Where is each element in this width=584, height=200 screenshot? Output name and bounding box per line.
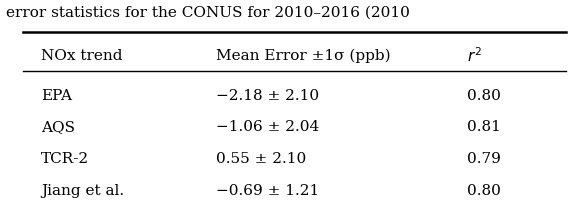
Text: NOx trend: NOx trend bbox=[41, 49, 123, 63]
Text: 0.81: 0.81 bbox=[467, 120, 501, 134]
Text: Mean Error ±1σ (ppb): Mean Error ±1σ (ppb) bbox=[216, 49, 391, 63]
Text: 0.79: 0.79 bbox=[467, 152, 501, 166]
Text: 0.80: 0.80 bbox=[467, 184, 501, 198]
Text: Jiang et al.: Jiang et al. bbox=[41, 184, 124, 198]
Text: error statistics for the CONUS for 2010–2016 (2010: error statistics for the CONUS for 2010–… bbox=[6, 6, 410, 20]
Text: 0.80: 0.80 bbox=[467, 89, 501, 103]
Text: EPA: EPA bbox=[41, 89, 72, 103]
Text: AQS: AQS bbox=[41, 120, 75, 134]
Text: TCR-2: TCR-2 bbox=[41, 152, 89, 166]
Text: −2.18 ± 2.10: −2.18 ± 2.10 bbox=[216, 89, 319, 103]
Text: −1.06 ± 2.04: −1.06 ± 2.04 bbox=[216, 120, 319, 134]
Text: 0.55 ± 2.10: 0.55 ± 2.10 bbox=[216, 152, 307, 166]
Text: $r^{2}$: $r^{2}$ bbox=[467, 46, 482, 65]
Text: −0.69 ± 1.21: −0.69 ± 1.21 bbox=[216, 184, 319, 198]
